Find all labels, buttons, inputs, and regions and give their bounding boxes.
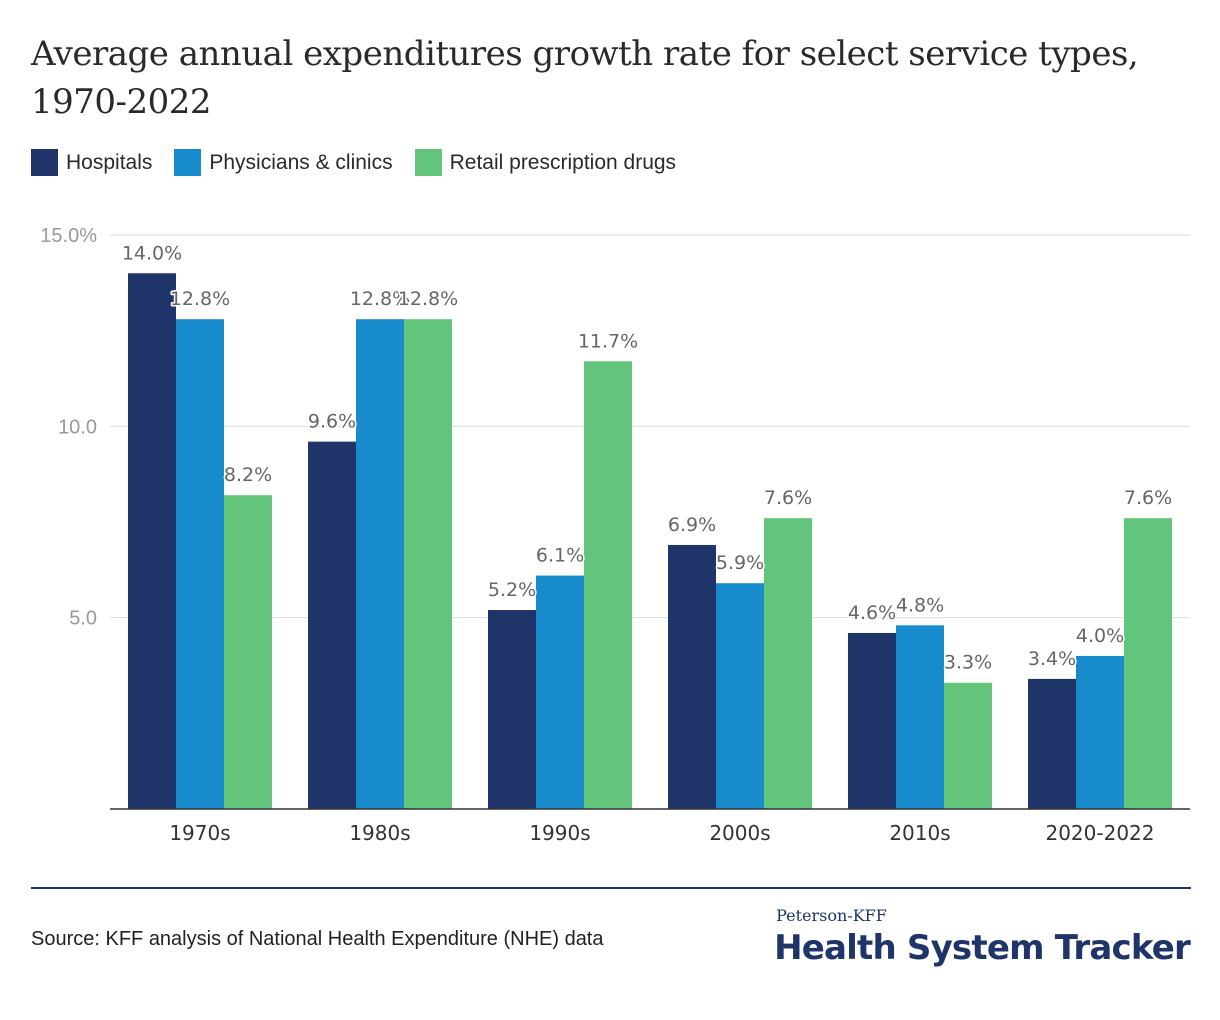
bar-physicians (356, 319, 404, 809)
data-label: 12.8% (350, 288, 410, 310)
data-label: 9.6% (308, 411, 356, 433)
data-label: 14.0% (122, 242, 182, 264)
bar-drugs (584, 361, 632, 809)
x-tick-label: 1970s (169, 821, 230, 845)
data-label: 4.6% (848, 602, 896, 624)
bar-hospitals (308, 441, 356, 809)
x-tick-label: 2010s (889, 821, 950, 845)
data-label: 4.0% (1076, 625, 1124, 647)
data-label: 7.6% (1124, 487, 1172, 509)
legend-label-physicians: Physicians & clinics (209, 150, 393, 174)
bar-chart: 5.010.015.0%14.0%12.8%8.2%9.6%12.8%12.8%… (40, 225, 1190, 845)
y-tick-label: 15.0% (40, 225, 97, 247)
legend-item-drugs: Retail prescription drugs (414, 149, 677, 176)
x-tick-label: 2000s (709, 821, 770, 845)
data-label: 3.4% (1028, 648, 1076, 670)
data-label: 4.8% (896, 594, 944, 616)
x-tick-label: 1980s (349, 821, 410, 845)
bar-drugs (404, 319, 452, 809)
y-tick-label: 5.0 (69, 608, 97, 630)
legend: Hospitals Physicians & clinics Retail pr… (31, 149, 698, 176)
bar-hospitals (1028, 678, 1076, 809)
data-label: 5.9% (716, 552, 764, 574)
data-label: 12.8% (398, 288, 458, 310)
y-tick-label: 10.0 (58, 416, 97, 438)
bar-physicians (1076, 655, 1124, 809)
data-label: 3.3% (944, 652, 992, 674)
brand-top-text: Peterson-KFF (776, 906, 887, 925)
bar-hospitals (488, 610, 536, 809)
legend-swatch-hospitals (31, 149, 58, 176)
x-tick-label: 1990s (529, 821, 590, 845)
data-label: 11.7% (578, 330, 638, 352)
brand-logo: Peterson-KFF Health System Tracker (774, 906, 1191, 970)
legend-item-hospitals: Hospitals (31, 149, 152, 176)
brand-main-text: Health System Tracker (774, 928, 1191, 968)
data-label: 5.2% (488, 579, 536, 601)
legend-swatch-drugs (414, 149, 442, 176)
bar-physicians (536, 575, 584, 809)
footer-divider (31, 887, 1191, 889)
chart-title: Average annual expenditures growth rate … (31, 34, 1139, 122)
source-note: Source: KFF analysis of National Health … (31, 928, 604, 950)
legend-label-hospitals: Hospitals (66, 150, 153, 174)
data-label: 6.9% (668, 514, 716, 536)
bar-hospitals (668, 544, 716, 809)
bar-drugs (224, 495, 272, 809)
bar-drugs (764, 518, 812, 809)
legend-swatch-physicians (174, 149, 202, 176)
legend-label-drugs: Retail prescription drugs (449, 150, 677, 174)
x-tick-label: 2020-2022 (1045, 821, 1154, 845)
data-label: 12.8% (170, 288, 230, 310)
legend-item-physicians: Physicians & clinics (174, 149, 393, 176)
data-label: 6.1% (536, 545, 584, 567)
bar-drugs (944, 682, 992, 809)
bar-drugs (1124, 518, 1172, 809)
data-label: 7.6% (764, 487, 812, 509)
bar-hospitals (848, 632, 896, 809)
bar-physicians (896, 625, 944, 809)
data-label: 8.2% (224, 464, 272, 486)
bar-hospitals (128, 273, 176, 809)
bar-physicians (716, 583, 764, 809)
bar-physicians (176, 319, 224, 809)
